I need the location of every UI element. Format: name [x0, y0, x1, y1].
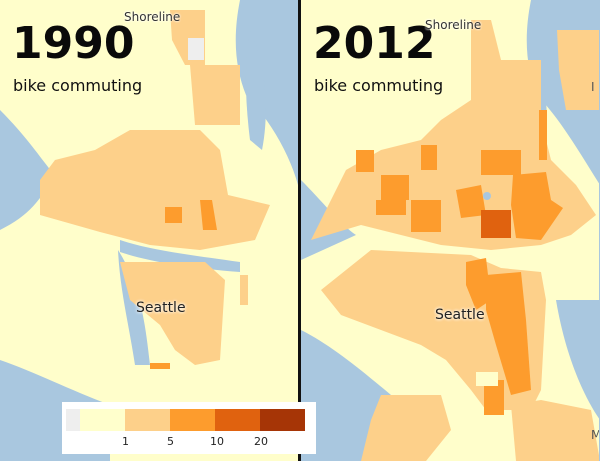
tract-green-lake: [456, 185, 486, 218]
label-seattle: Seattle: [136, 300, 186, 316]
legend-swatch-0: [80, 409, 125, 431]
year-title: 1990: [12, 18, 135, 69]
tract-northgate: [539, 110, 547, 160]
tract-u-district: [200, 200, 217, 230]
tract-nodata: [188, 38, 204, 60]
year-title: 2012: [313, 18, 436, 69]
tract-ballard: [381, 175, 409, 200]
map-2012: [301, 0, 599, 461]
tract-capitol-hill: [486, 272, 531, 395]
tract-u-district: [511, 172, 563, 240]
map-subtitle: bike commuting: [13, 76, 143, 95]
label-shoreline: Shoreline: [425, 18, 482, 32]
legend-swatch-20: [260, 409, 305, 431]
map-panel-2012[interactable]: 2012 bike commuting Shoreline Seattle I …: [301, 0, 599, 461]
tract-roosevelt: [481, 150, 521, 175]
legend-swatches: [66, 409, 305, 431]
tract-ballard-south: [376, 200, 406, 215]
label-cutoff-bottom: M: [591, 428, 599, 442]
tract-east: [240, 275, 248, 305]
tract-capitol-hill-west: [466, 258, 491, 310]
legend-tick: 20: [254, 435, 268, 448]
map-1990: [0, 0, 298, 461]
tract-south: [150, 363, 170, 369]
tract-sodo: [476, 372, 498, 386]
legend-tick: 5: [167, 435, 174, 448]
tracts-northeast: [190, 65, 240, 125]
green-lake: [483, 192, 491, 200]
tracts-central: [120, 262, 225, 365]
tracts-southeast: [511, 400, 599, 461]
tract-wallingford-west: [481, 210, 493, 232]
legend-swatch-1: [125, 409, 170, 431]
tract-beacon-hill: [484, 380, 504, 415]
puget-sound: [0, 110, 55, 230]
lake-washington-south: [556, 300, 599, 419]
legend-tick: 1: [122, 435, 129, 448]
ship-canal: [120, 240, 240, 272]
label-shoreline: Shoreline: [124, 10, 181, 24]
legend-tick: 10: [210, 435, 224, 448]
legend: 1 5 10 20: [62, 402, 316, 454]
label-seattle: Seattle: [435, 307, 485, 323]
map-subtitle: bike commuting: [314, 76, 444, 95]
tract-fremont: [165, 207, 182, 223]
legend-swatch-nodata: [66, 409, 80, 431]
tracts-east-upper: [557, 30, 599, 110]
tracts-southwest: [361, 395, 451, 461]
tract-greenwood: [421, 145, 437, 170]
elliott-bay-south: [301, 330, 391, 461]
legend-swatch-10: [215, 409, 260, 431]
tract-phinney: [411, 200, 441, 232]
lake-washington: [245, 30, 266, 150]
panel-divider: [298, 0, 301, 461]
map-panel-1990[interactable]: 1990 bike commuting Shoreline Seattle: [0, 0, 298, 461]
label-cutoff-top: I: [591, 80, 595, 94]
tract-ballard-north: [356, 150, 374, 172]
legend-swatch-5: [170, 409, 215, 431]
